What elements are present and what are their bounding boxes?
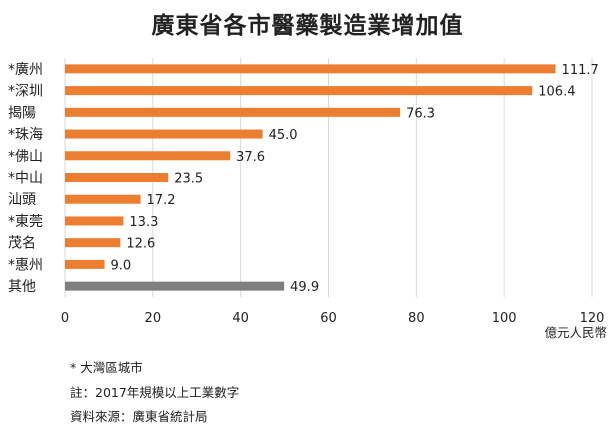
category-label: *深圳	[8, 84, 43, 100]
category-label: *東莞	[8, 214, 43, 230]
category-label: 汕頭	[8, 192, 36, 208]
data-label: 111.7	[562, 63, 599, 78]
bar-2	[65, 107, 401, 117]
note-year: 註：2017年規模以上工業數字	[70, 385, 240, 400]
data-label: 37.6	[236, 150, 265, 165]
data-label: 49.9	[290, 280, 319, 295]
bar-5	[65, 173, 169, 182]
bar-1	[65, 86, 533, 96]
bar-10	[65, 281, 285, 291]
category-label: 揭陽	[8, 105, 36, 121]
note-bay-area: * 大灣區城市	[70, 360, 143, 375]
bar-6	[65, 194, 141, 204]
bar-9	[65, 259, 105, 269]
category-label: 茂名	[8, 235, 36, 252]
category-label: *廣州	[8, 61, 43, 78]
bar-7	[65, 216, 124, 226]
bar-4	[65, 151, 231, 161]
chart-title: 廣東省各市醫藥製造業增加值	[151, 13, 464, 39]
bar-8	[65, 238, 121, 248]
x-tick-label: 60	[320, 311, 337, 326]
note-source: 資料來源：廣東省統計局	[70, 409, 208, 424]
x-tick-label: 120	[580, 311, 605, 326]
data-label: 23.5	[174, 172, 203, 187]
x-tick-label: 40	[232, 311, 249, 326]
data-label: 76.3	[406, 106, 435, 121]
bar-layer	[65, 64, 556, 291]
category-label: *佛山	[8, 149, 43, 165]
category-label: *中山	[8, 171, 43, 187]
x-axis-unit-label: 億元人民幣	[544, 325, 607, 340]
bar-0	[65, 64, 556, 74]
category-label: *惠州	[8, 257, 43, 273]
x-tick-label: 20	[145, 311, 162, 326]
bar-3	[65, 129, 263, 139]
data-label: 45.0	[269, 128, 298, 143]
data-label: 13.3	[129, 215, 158, 230]
x-tick-label: 100	[492, 311, 517, 326]
category-label: 其他	[8, 279, 36, 295]
category-label: *珠海	[8, 127, 43, 143]
x-tick-label: 0	[61, 311, 69, 326]
x-tick-label: 80	[408, 311, 425, 326]
data-label: 12.6	[126, 237, 155, 252]
data-label: 106.4	[538, 85, 575, 100]
data-label: 9.0	[111, 258, 132, 273]
data-label: 17.2	[147, 193, 176, 208]
label-layer: 0 20 40 60 80 100 120 *廣州 111.7 *深圳 106.4 揭陽 76.3 *珠海…	[8, 61, 604, 326]
